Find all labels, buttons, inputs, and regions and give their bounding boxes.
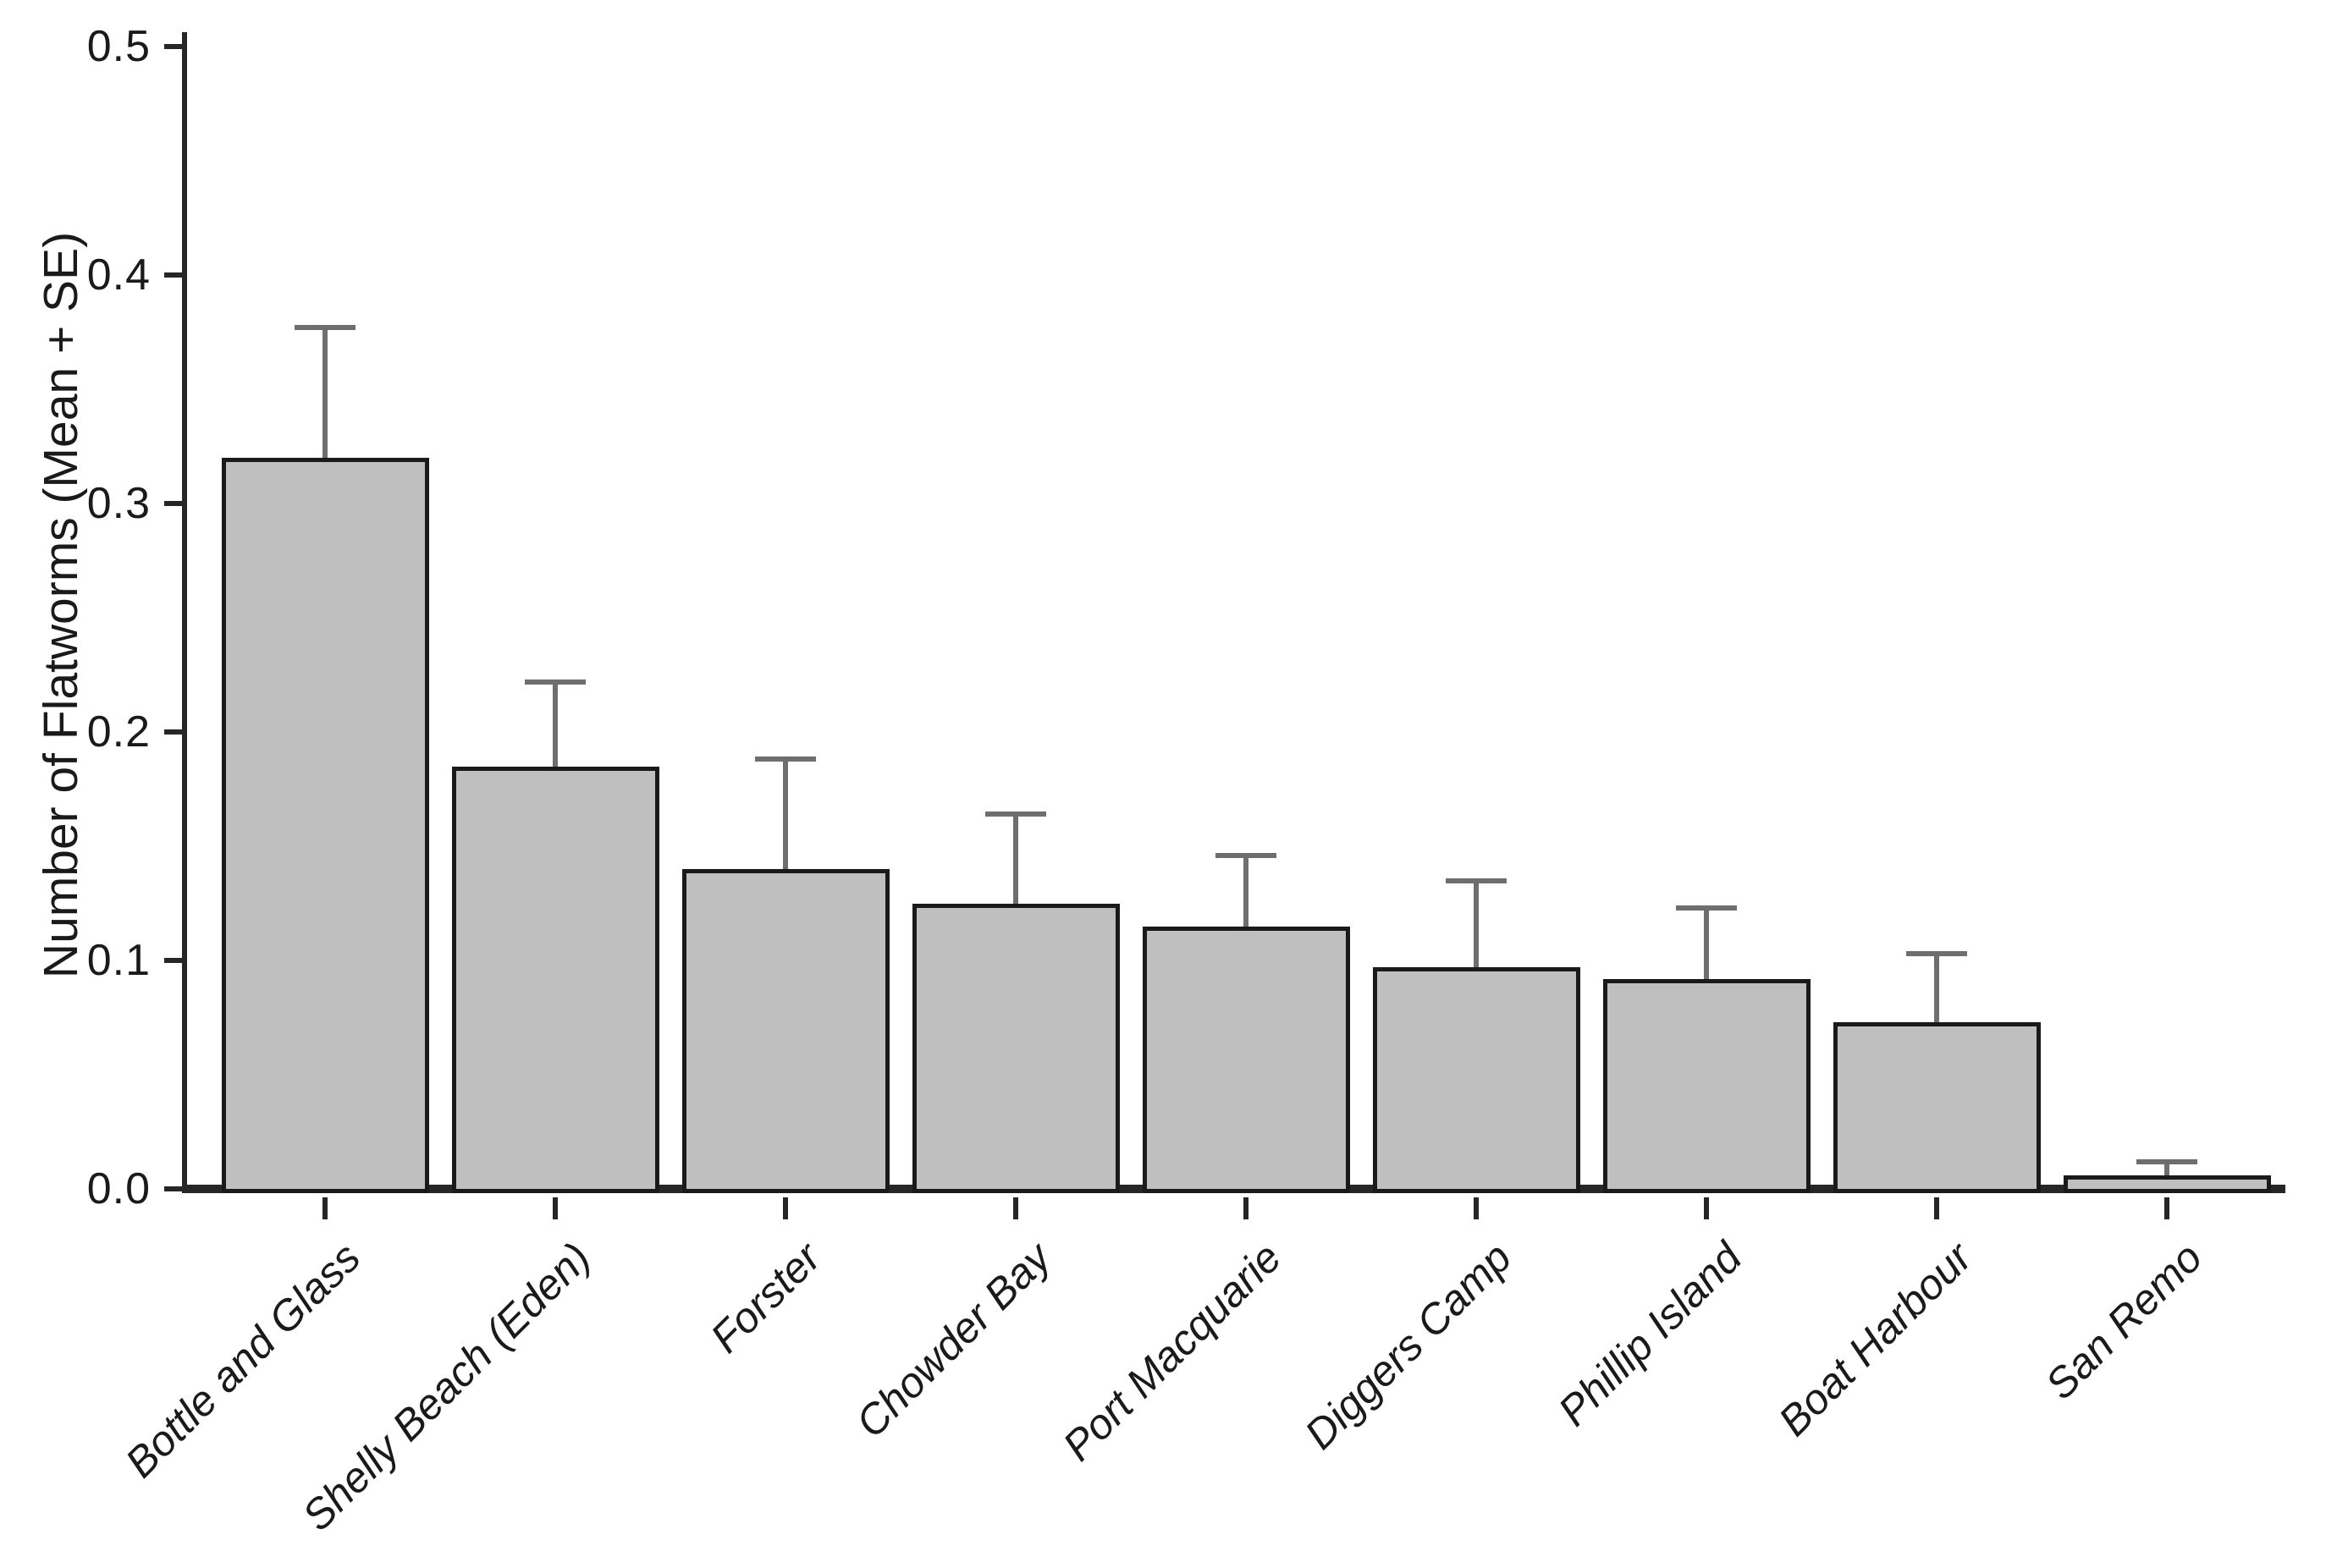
x-tick-mark	[1934, 1197, 1939, 1219]
x-tick-mark	[783, 1197, 788, 1219]
error-bar-cap	[525, 679, 586, 685]
error-bar-line	[322, 327, 328, 461]
x-category-label: Boat Harbour	[1769, 1233, 1982, 1445]
bar-diggers-camp	[1372, 967, 1580, 1193]
error-bar-line	[783, 759, 788, 872]
x-tick-mark	[1474, 1197, 1479, 1219]
bar-forster	[681, 869, 890, 1193]
y-axis-line	[182, 32, 187, 1193]
error-bar-cap	[1676, 905, 1737, 911]
y-tick-label: 0.3	[86, 479, 151, 528]
error-bar-cap	[1215, 852, 1276, 858]
error-bar-cap	[2136, 1158, 2197, 1164]
y-tick-mark	[164, 729, 185, 734]
error-bar-line	[1013, 814, 1018, 907]
x-category-label: Port Macquarie	[1053, 1233, 1291, 1471]
x-category-label: Diggers Camp	[1295, 1233, 1521, 1459]
y-tick-label: 0.0	[86, 1164, 151, 1213]
error-bar-cap	[755, 756, 816, 762]
y-tick-mark	[164, 272, 185, 278]
x-category-label: Bottle and Glass	[116, 1233, 370, 1487]
x-tick-mark	[1704, 1197, 1709, 1219]
bar-san-remo	[2063, 1175, 2271, 1193]
bar-boat-harbour	[1833, 1021, 2041, 1193]
x-tick-mark	[322, 1197, 328, 1219]
x-tick-mark	[2164, 1197, 2169, 1219]
bar-chowder-bay	[912, 903, 1120, 1193]
error-bar-cap	[295, 325, 356, 331]
y-tick-label: 0.5	[86, 22, 151, 71]
error-bar-line	[1243, 855, 1248, 930]
bar-shelly-beach-eden	[451, 766, 659, 1193]
y-tick-label: 0.4	[86, 250, 151, 300]
bar-bottle-and-glass	[221, 458, 429, 1193]
y-tick-label: 0.2	[86, 707, 151, 756]
x-tick-mark	[1243, 1197, 1248, 1219]
x-category-label: Chowder Bay	[846, 1233, 1061, 1447]
y-tick-mark	[164, 958, 185, 963]
bar-phillip-island	[1602, 978, 1811, 1193]
error-bar-cap	[1906, 950, 1967, 956]
y-tick-mark	[164, 501, 185, 506]
y-tick-label: 0.1	[86, 936, 151, 985]
error-bar-line	[2164, 1161, 2169, 1179]
error-bar-line	[1474, 880, 1479, 971]
y-tick-mark	[164, 44, 185, 49]
x-category-label: San Remo	[2036, 1233, 2212, 1409]
x-tick-mark	[553, 1197, 558, 1219]
error-bar-line	[1934, 953, 1939, 1026]
x-category-label: Forster	[701, 1233, 830, 1362]
bar-port-macquarie	[1142, 926, 1350, 1193]
y-tick-mark	[164, 1186, 185, 1191]
error-bar-line	[553, 681, 558, 770]
x-category-label: Phillip Island	[1549, 1233, 1751, 1435]
y-axis-title: Number of Flatworms (Mean + SE)	[34, 231, 88, 979]
error-bar-cap	[985, 812, 1046, 817]
x-tick-mark	[1013, 1197, 1018, 1219]
error-bar-cap	[1446, 878, 1507, 883]
error-bar-line	[1704, 907, 1709, 982]
